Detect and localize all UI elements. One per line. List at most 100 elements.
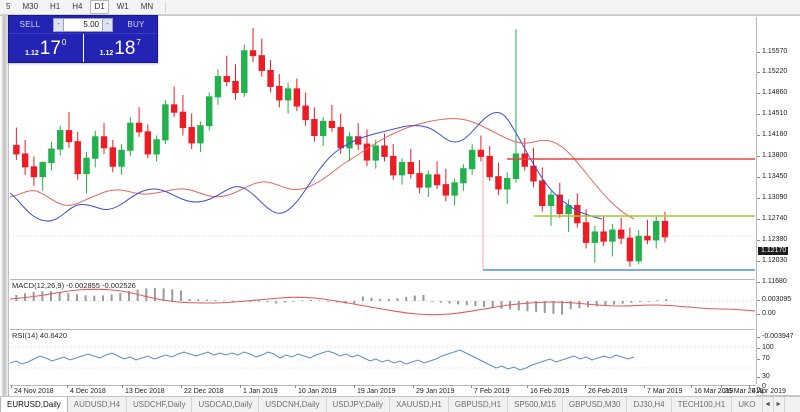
tab-usdjpy-daily[interactable]: USDJPY,Daily	[327, 397, 391, 412]
candle-body	[486, 155, 493, 178]
tab-usdcnh-daily[interactable]: USDCNH,Daily	[259, 397, 327, 412]
macd-scale-tick: 0.003095	[757, 296, 791, 304]
candle-body	[162, 104, 169, 141]
candle-body	[223, 76, 230, 82]
macd-histogram-bar	[439, 301, 442, 303]
ma-slow-line	[10, 118, 635, 220]
candle-body	[127, 122, 134, 151]
macd-pane[interactable]: MACD(12,26,9) -0.002855 -0.002526	[10, 279, 755, 328]
candle-body	[416, 173, 423, 188]
macd-histogram-bar	[361, 296, 364, 301]
macd-histogram-bar	[58, 291, 61, 301]
chart-window[interactable]: EURUSD,Daily 1.12163 1.12190 1.12098 1.1…	[0, 15, 800, 397]
time-scale[interactable]: 24 Nov 2018 4 Dec 2018 13 Dec 2018 22 De…	[10, 385, 786, 397]
timeframe-button-w1[interactable]: W1	[116, 2, 129, 11]
candle-body	[591, 231, 599, 243]
macd-histogram-bar	[457, 301, 460, 305]
tab-scroll-next-icon[interactable]: ►	[774, 397, 785, 412]
candle-body	[530, 165, 537, 182]
chart-left-splitter[interactable]	[0, 16, 9, 397]
tab-usdcad-daily[interactable]: USDCAD,Daily	[192, 397, 260, 412]
macd-histogram-bar	[249, 301, 252, 302]
tab-usdchf-daily[interactable]: USDCHF,Daily	[127, 397, 193, 412]
volume-stepper[interactable]: - 5.00 -	[51, 16, 115, 33]
buy-price-prefix: 1.12	[99, 50, 114, 57]
tab-dj30-h4[interactable]: DJ30,H4	[627, 397, 672, 412]
candle-body	[661, 221, 669, 238]
tab-xauusd-h1[interactable]: XAUUSD,H1	[390, 397, 449, 412]
tab-sp500-m15[interactable]: SP500,M15	[508, 397, 563, 412]
macd-histogram-bar	[500, 301, 503, 309]
price-tick: 1.15220	[757, 68, 787, 76]
macd-histogram-bar	[283, 301, 286, 303]
candle-body	[205, 96, 213, 127]
chart-tab-bar: EURUSD,Daily AUDUSD,H4 USDCHF,Daily USDC…	[0, 396, 800, 412]
timeframe-button-h1[interactable]: H1	[50, 2, 61, 11]
tab-uko[interactable]: UKO	[732, 397, 763, 412]
buy-price-main: 18	[114, 37, 136, 59]
tab-eurusd-daily[interactable]: EURUSD,Daily	[0, 397, 68, 412]
macd-histogram-bar	[413, 295, 416, 301]
oct-price-row: 1.12 17 0 1.12 18 7	[9, 34, 157, 62]
macd-histogram-bar	[266, 301, 269, 303]
price-tick: 1.12740	[757, 215, 787, 223]
candle-body	[65, 130, 73, 143]
candle-body	[477, 149, 485, 157]
sell-price-fraction: 0	[61, 38, 67, 47]
macd-histogram-bar	[595, 301, 598, 307]
price-tick: 1.11680	[757, 278, 787, 286]
timeframe-button-m30[interactable]: M30	[22, 2, 39, 11]
macd-signal-line	[10, 288, 755, 316]
tab-gbpusd-m30[interactable]: GBPUSD,M30	[563, 397, 628, 412]
macd-histogram-bar	[639, 301, 642, 302]
candle-body	[214, 76, 222, 98]
macd-histogram-bar	[275, 301, 278, 304]
time-tick: 1 Jan 2019	[240, 385, 278, 395]
candle-body	[197, 125, 204, 144]
candle-body	[652, 221, 660, 241]
candle-body	[363, 143, 371, 161]
price-tick: 1.13800	[757, 152, 787, 160]
macd-histogram-bar	[127, 291, 130, 301]
candle-body	[617, 229, 625, 239]
timeframe-button-h4[interactable]: H4	[72, 2, 83, 11]
macd-histogram-bar	[379, 298, 382, 301]
tab-tech100-h1[interactable]: TECH100,H1	[672, 397, 733, 412]
sell-button[interactable]: 1.12 17 0	[9, 34, 84, 62]
macd-histogram-bar	[552, 301, 555, 314]
volume-decrement-button[interactable]: -	[53, 17, 64, 32]
macd-histogram-bar	[179, 290, 182, 301]
macd-histogram-bar	[613, 301, 616, 305]
tab-scroll-prev-icon[interactable]: ◄	[763, 397, 774, 412]
timeframe-button-m5[interactable]: 5	[6, 2, 11, 11]
tab-gbpusd-h1[interactable]: GBPUSD,H1	[449, 397, 509, 412]
candle-body	[267, 69, 274, 87]
macd-scale-tick: -0.003947	[757, 333, 794, 341]
one-click-trading-panel[interactable]: SELL - 5.00 - BUY 1.12 17 0 1.12 18 7	[8, 15, 158, 63]
macd-histogram-bar	[396, 298, 399, 301]
macd-histogram-bar	[292, 301, 295, 302]
rsi-scale-tick: 0	[757, 383, 766, 391]
candle-body	[249, 50, 257, 57]
sell-label[interactable]: SELL	[19, 20, 41, 29]
tab-audusd-h4[interactable]: AUDUSD,H4	[68, 397, 128, 412]
timeframe-button-mn[interactable]: MN	[140, 2, 154, 11]
macd-histogram-bar	[526, 301, 529, 312]
buy-button[interactable]: 1.12 18 7	[84, 34, 158, 62]
macd-histogram-bar	[491, 301, 494, 308]
macd-histogram-bar	[75, 294, 78, 301]
time-tick: 26 Feb 2019	[584, 385, 628, 395]
price-scale[interactable]: 1.15570 1.15220 1.14860 1.14510 1.14160 …	[756, 17, 800, 390]
toolbar-separator	[165, 1, 167, 13]
candle-body	[109, 147, 117, 167]
macd-histogram-bar	[647, 301, 650, 302]
candle-body	[582, 222, 590, 243]
timeframe-button-d1[interactable]: D1	[90, 0, 109, 14]
candle-body	[425, 174, 432, 188]
volume-increment-button[interactable]: -	[102, 17, 113, 32]
macd-histogram-bar	[84, 295, 87, 301]
buy-label[interactable]: BUY	[127, 20, 145, 29]
volume-input[interactable]: 5.00	[64, 17, 102, 32]
rsi-pane[interactable]: RSI(14) 40.6420	[10, 329, 755, 384]
macd-label: MACD(12,26,9) -0.002855 -0.002526	[12, 281, 136, 290]
